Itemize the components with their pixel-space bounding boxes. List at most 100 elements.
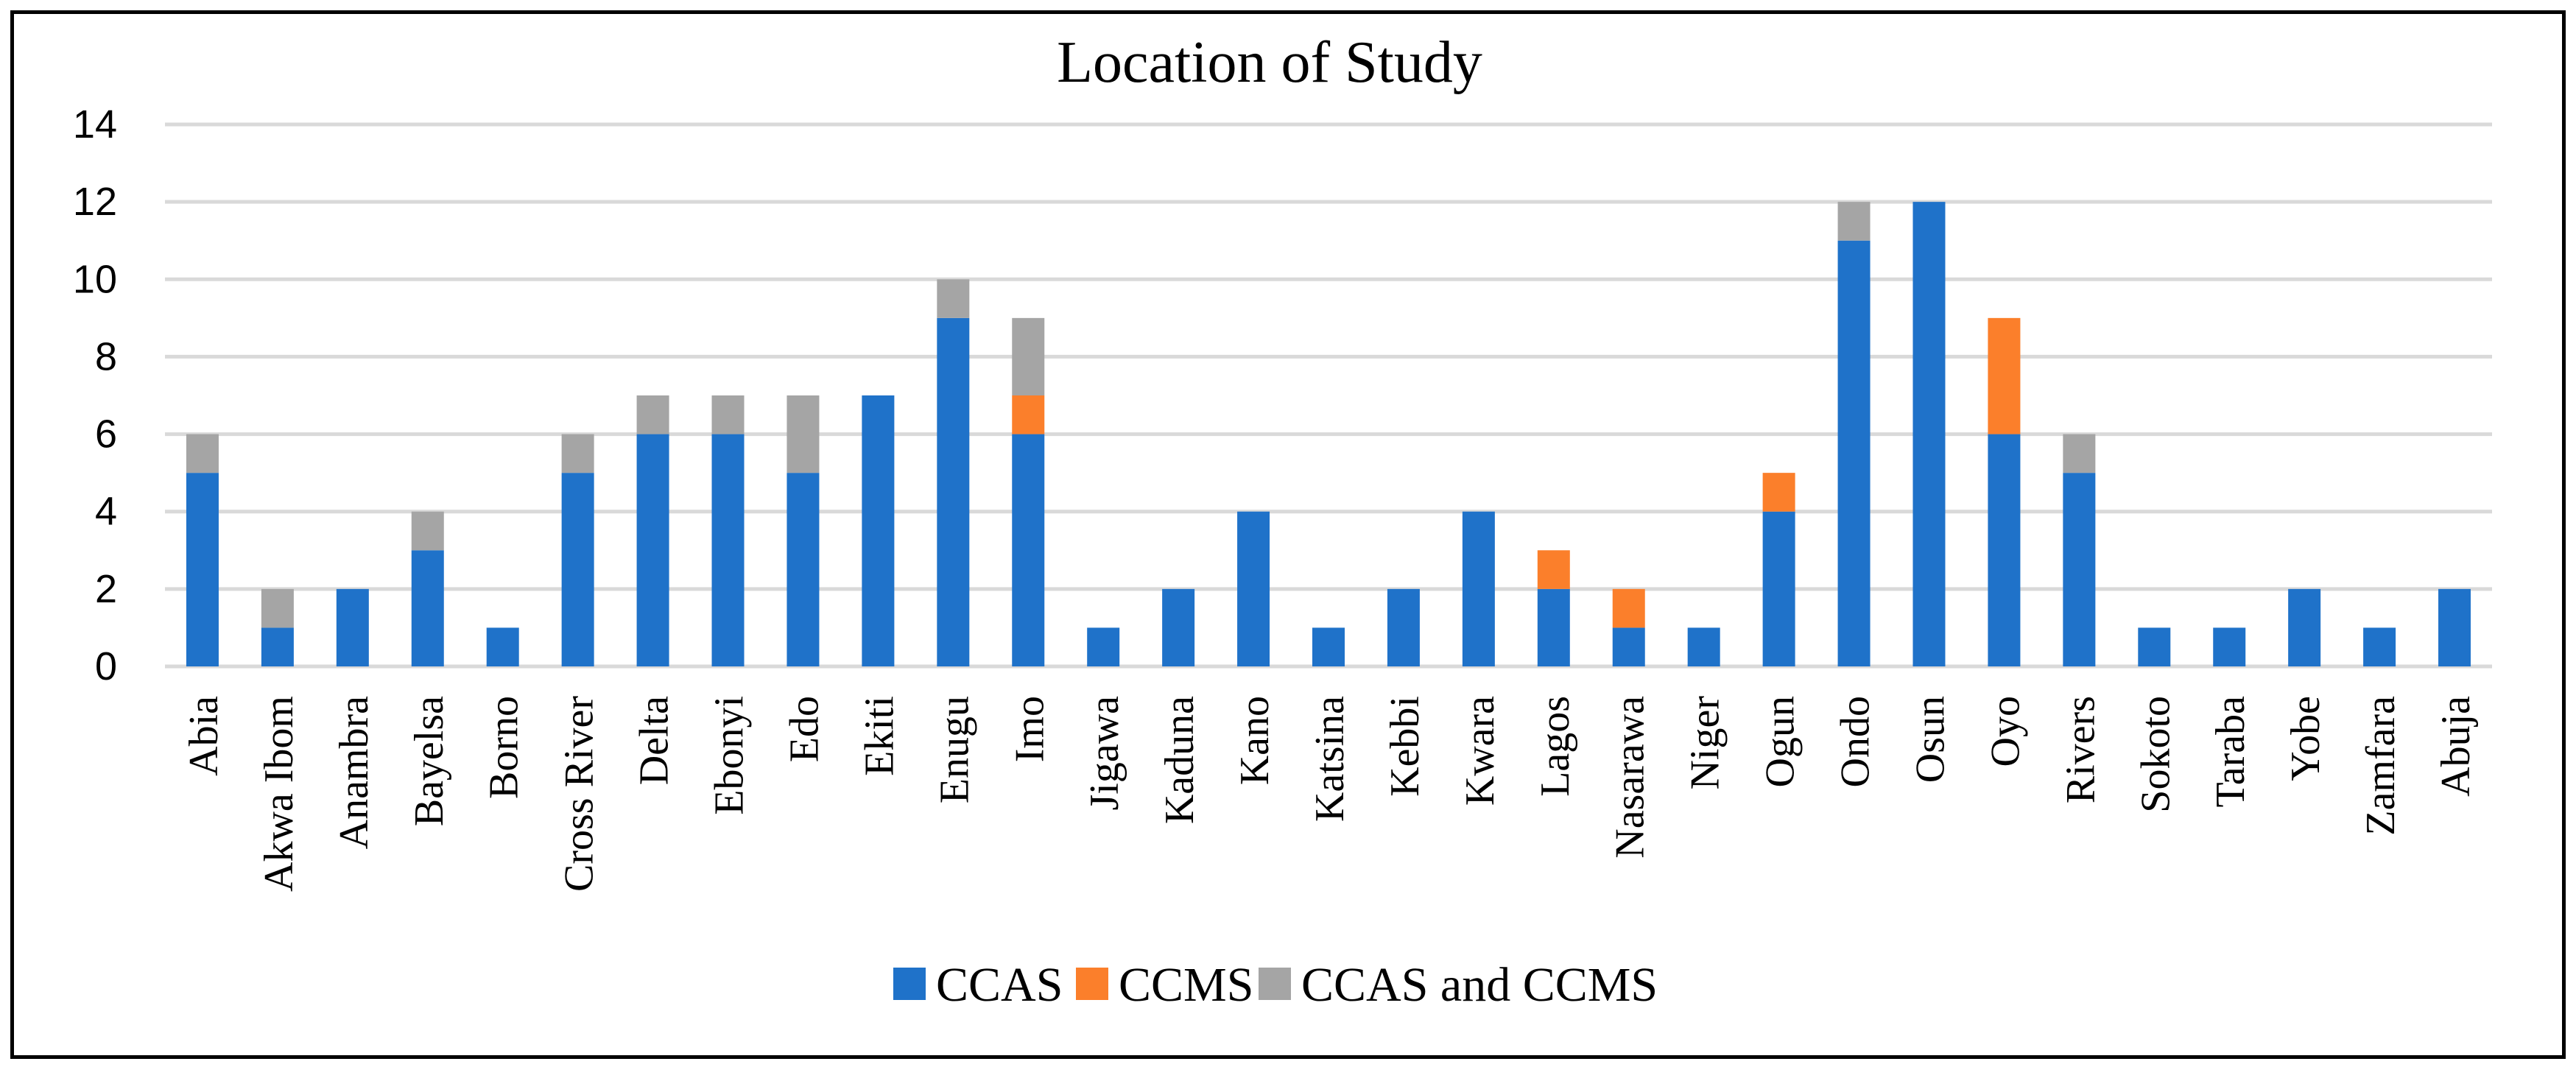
bar-segment (1537, 588, 1570, 666)
bar-segment (2063, 434, 2096, 473)
x-tick-label: Sokoto (2133, 696, 2178, 813)
x-tick-label: Kebbi (1382, 696, 1428, 797)
x-tick-label: Delta (632, 696, 678, 785)
x-tick-label: Ebonyi (707, 696, 753, 815)
bar-segment (411, 550, 444, 666)
bar-segment (1837, 240, 1871, 666)
bar-segment (1462, 511, 1495, 666)
bar-segment (336, 588, 369, 666)
x-axis-ticks: Abia Akwa Ibom Anambra Bayelsa Borno Cross Ri… (181, 696, 2479, 892)
y-axis-ticks: 0 2 4 6 8 10 12 14 (73, 102, 117, 689)
bar-segment (786, 395, 820, 473)
x-tick-label: Cross River (557, 696, 602, 892)
bar-segment (561, 434, 594, 473)
bar-segment (186, 473, 219, 666)
y-tick-label: 4 (95, 490, 117, 534)
bar-segment (636, 395, 669, 434)
x-tick-label: Edo (781, 696, 827, 762)
x-tick-label: Bayelsa (407, 696, 452, 826)
y-tick-label: 12 (73, 180, 117, 224)
y-tick-label: 10 (73, 257, 117, 301)
x-tick-label: Anambra (331, 696, 377, 850)
legend-label: CCMS (1119, 958, 1253, 1012)
bar-segment (261, 627, 294, 666)
bar-segment (1837, 202, 1871, 241)
bar-segment (1087, 627, 1120, 666)
bar-segment (486, 627, 519, 666)
bar-segment (1762, 473, 1795, 512)
x-tick-label: Ondo (1833, 696, 1879, 787)
bar-segment (636, 434, 669, 666)
bars (186, 202, 2471, 667)
x-tick-label: Abia (181, 696, 227, 776)
x-tick-label: Kwara (1457, 696, 1503, 806)
x-tick-label: Taraba (2208, 696, 2253, 808)
chart-title: Location of Study (1057, 30, 1482, 95)
bar-segment (1762, 511, 1795, 666)
bar-segment (711, 395, 745, 434)
x-tick-label: Kano (1232, 696, 1278, 785)
bar-segment (1988, 317, 2021, 434)
chart-frame: Location of Study 0 2 4 6 8 10 12 14 Abia Akwa I… (10, 10, 2566, 1059)
x-tick-label: Ekiti (856, 696, 902, 776)
bar-segment (786, 473, 820, 666)
bar-segment (1537, 550, 1570, 589)
bar-segment (411, 511, 444, 551)
legend-swatch (893, 968, 926, 1000)
bar-segment (937, 279, 970, 318)
legend-swatch (1259, 968, 1291, 1000)
bar-segment (1988, 434, 2021, 666)
bar-segment (1687, 627, 1720, 666)
x-tick-label: Jigawa (1082, 696, 1127, 811)
y-tick-label: 0 (95, 644, 117, 689)
x-tick-label: Akwa Ibom (256, 696, 302, 892)
bar-segment (2363, 627, 2396, 666)
bar-segment (1912, 202, 1946, 667)
y-tick-label: 6 (95, 412, 117, 457)
x-tick-label: Rivers (2058, 696, 2103, 803)
stacked-bar-chart: Location of Study 0 2 4 6 8 10 12 14 Abia Akwa I… (73, 30, 2492, 1012)
legend-swatch (1076, 968, 1108, 1000)
x-tick-label: Oyo (1982, 696, 2028, 767)
bar-segment (2138, 627, 2171, 666)
bar-segment (1012, 434, 1045, 666)
bar-segment (2438, 588, 2471, 666)
bar-segment (1612, 588, 1645, 628)
bar-segment (1162, 588, 1195, 666)
bar-segment (1312, 627, 1345, 666)
y-tick-label: 8 (95, 334, 117, 378)
x-tick-label: Nasarawa (1608, 696, 1653, 859)
bar-segment (1612, 627, 1645, 666)
bar-segment (561, 473, 594, 666)
y-tick-label: 2 (95, 567, 117, 611)
x-tick-label: Enugu (932, 696, 977, 803)
legend-label: CCAS and CCMS (1301, 958, 1658, 1012)
bar-segment (711, 434, 745, 666)
x-tick-label: Osun (1907, 696, 1953, 783)
x-tick-label: Borno (482, 696, 527, 799)
x-tick-label: Niger (1683, 696, 1728, 790)
y-tick-label: 14 (73, 102, 117, 147)
bar-segment (186, 434, 219, 473)
gridlines (165, 122, 2492, 669)
bar-segment (2063, 473, 2096, 666)
bar-segment (2288, 588, 2321, 666)
x-tick-label: Katsina (1307, 696, 1353, 822)
bar-segment (1237, 511, 1270, 666)
bar-segment (1387, 588, 1420, 666)
legend: CCAS CCMS CCAS and CCMS (893, 958, 1658, 1012)
x-tick-label: Zamfara (2358, 696, 2404, 836)
bar-segment (261, 588, 294, 628)
x-tick-label: Imo (1007, 696, 1052, 762)
bar-segment (1012, 395, 1045, 434)
bar-segment (1012, 317, 1045, 395)
bar-segment (862, 395, 895, 666)
x-tick-label: Ogun (1758, 696, 1803, 787)
x-tick-label: Kaduna (1157, 696, 1203, 824)
x-tick-label: Yobe (2283, 696, 2329, 781)
bar-segment (2213, 627, 2246, 666)
legend-label: CCAS (936, 958, 1063, 1012)
bar-segment (937, 317, 970, 666)
x-tick-label: Abuja (2433, 696, 2479, 797)
x-tick-label: Lagos (1532, 696, 1578, 797)
